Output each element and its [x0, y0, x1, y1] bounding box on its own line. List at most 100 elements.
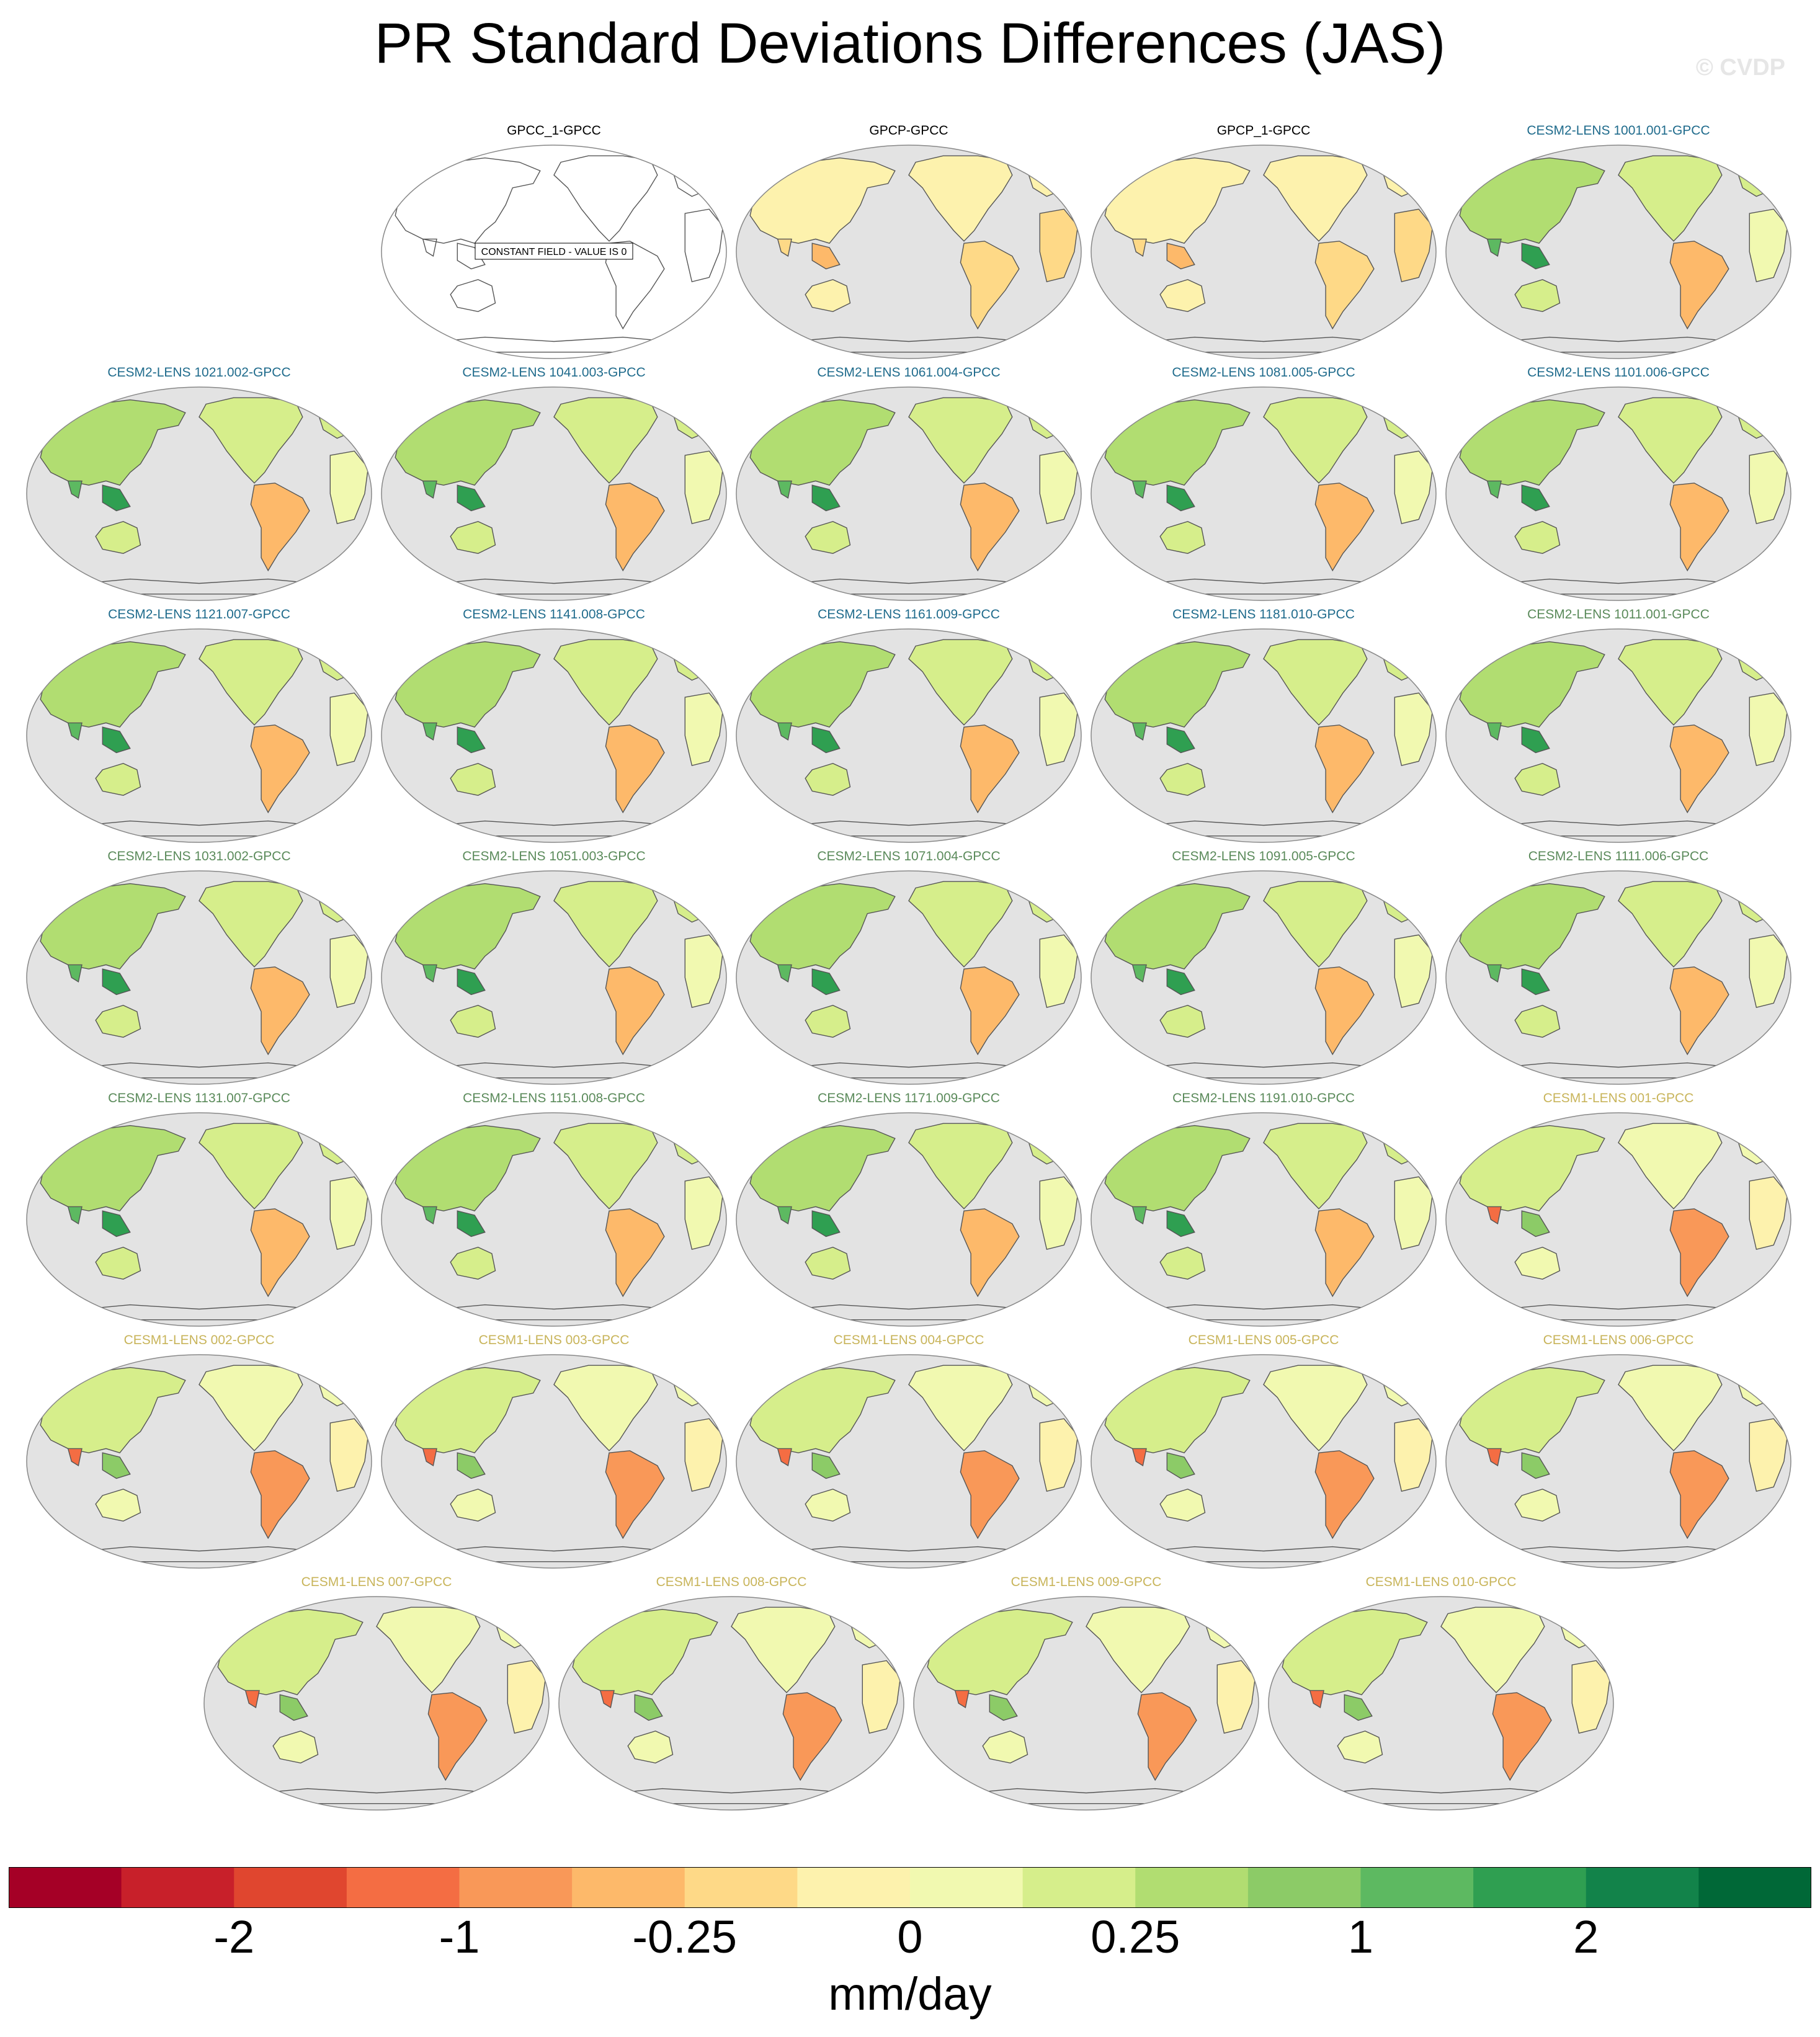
land-samerica: [250, 1208, 310, 1298]
land-greenland: [1011, 393, 1037, 409]
map-panel: CESM2-LENS 1011.001-GPCC: [1442, 605, 1795, 847]
land-asia: [749, 1125, 896, 1212]
land-india: [1486, 964, 1502, 983]
land-asia: [40, 883, 186, 970]
world-map: [736, 870, 1082, 1085]
panel-title: CESM2-LENS 1021.002-GPCC: [107, 365, 291, 380]
land-australia: [982, 1730, 1028, 1764]
land-asia: [1104, 1125, 1251, 1212]
land-seasia: [811, 726, 841, 754]
land-greenland: [1721, 393, 1747, 409]
land-namerica: [199, 881, 303, 968]
land-asia: [395, 157, 541, 244]
land-africa: [1039, 450, 1079, 525]
land-australia: [95, 520, 141, 555]
land-seasia: [634, 1694, 663, 1721]
land-india: [422, 964, 437, 983]
colorbar-segment: [1247, 1867, 1362, 1908]
land-india: [1486, 238, 1502, 257]
map-outline: [1091, 1112, 1437, 1327]
land-namerica: [1263, 881, 1368, 968]
constant-field-note: CONSTANT FIELD - VALUE IS 0: [481, 247, 627, 257]
panel-title: GPCP-GPCC: [869, 123, 948, 138]
world-map: [1091, 145, 1437, 359]
map-panel: CESM2-LENS 1131.007-GPCC: [22, 1089, 376, 1331]
land-samerica: [960, 1208, 1020, 1298]
land-namerica: [553, 155, 658, 242]
land-samerica: [605, 966, 665, 1056]
land-asia: [395, 1366, 541, 1454]
land-greenland: [656, 635, 682, 651]
land-samerica: [960, 966, 1020, 1056]
land-samerica: [960, 241, 1020, 330]
land-australia: [1337, 1730, 1383, 1764]
panel-title: CESM1-LENS 003-GPCC: [478, 1333, 630, 1347]
map-panel: CESM2-LENS 1171.009-GPCC: [732, 1089, 1086, 1331]
land-asia: [1104, 883, 1251, 970]
land-india: [1131, 1448, 1147, 1467]
panel-title: CESM1-LENS 002-GPCC: [123, 1333, 275, 1347]
world-map: [736, 1354, 1082, 1569]
land-seasia: [1166, 726, 1195, 754]
world-map: [381, 870, 727, 1085]
land-namerica: [908, 881, 1013, 968]
land-australia: [805, 1488, 851, 1522]
land-australia: [1514, 762, 1561, 796]
colorbar-tick-label: -2: [213, 1911, 255, 1963]
land-samerica: [960, 483, 1020, 572]
colorbar-segment: [797, 1867, 911, 1908]
land-asia: [1104, 1366, 1251, 1454]
map-outline: [736, 1112, 1082, 1327]
land-africa: [1039, 208, 1079, 283]
world-map: [1445, 145, 1791, 359]
land-greenland: [1721, 1118, 1747, 1135]
land-namerica: [553, 1365, 658, 1451]
world-map: [381, 1112, 727, 1327]
map-outline: [381, 386, 727, 601]
land-greenland: [301, 635, 328, 651]
world-map: [1091, 870, 1437, 1085]
panel-title: CESM2-LENS 1111.006-GPCC: [1528, 849, 1709, 863]
land-seasia: [457, 968, 486, 996]
panel-title: CESM2-LENS 1181.010-GPCC: [1172, 607, 1355, 622]
land-namerica: [908, 1365, 1013, 1451]
land-seasia: [811, 243, 841, 270]
world-map: [381, 628, 727, 843]
world-map: CONSTANT FIELD - VALUE IS 0: [381, 145, 727, 359]
land-africa: [1394, 450, 1434, 525]
colorbar-segment: [1360, 1867, 1474, 1908]
world-map: [736, 145, 1082, 359]
map-panel: CESM1-LENS 010-GPCC: [1264, 1573, 1618, 1815]
land-india: [422, 722, 437, 741]
land-africa: [684, 208, 724, 283]
land-india: [1131, 480, 1147, 499]
map-outline: [1091, 145, 1437, 359]
colorbar-segment: [1473, 1867, 1587, 1908]
land-greenland: [1366, 635, 1392, 651]
land-india: [67, 1448, 83, 1467]
panel-title: CESM2-LENS 1051.003-GPCC: [462, 849, 646, 863]
land-africa: [1039, 1418, 1079, 1492]
map-outline: [736, 145, 1082, 359]
land-greenland: [1366, 1118, 1392, 1135]
land-india: [777, 964, 792, 983]
panel-title: CESM1-LENS 007-GPCC: [301, 1575, 452, 1589]
panel-title: CESM2-LENS 1141.008-GPCC: [463, 607, 645, 622]
land-namerica: [1263, 1123, 1368, 1210]
map-panel: CESM2-LENS 1181.010-GPCC: [1087, 605, 1440, 847]
land-india: [1486, 722, 1502, 741]
land-greenland: [1721, 635, 1747, 651]
colorbar-segment: [684, 1867, 798, 1908]
panel-title: CESM2-LENS 1061.004-GPCC: [817, 365, 1001, 380]
panel-title: CESM1-LENS 006-GPCC: [1543, 1333, 1694, 1347]
land-greenland: [1011, 151, 1037, 167]
land-samerica: [1314, 241, 1375, 330]
map-outline: [913, 1596, 1259, 1811]
land-africa: [684, 450, 724, 525]
land-greenland: [301, 1118, 328, 1135]
map-outline: [26, 870, 372, 1085]
land-samerica: [1137, 1692, 1197, 1781]
land-africa: [1749, 1418, 1788, 1492]
map-panel: CESM2-LENS 1071.004-GPCC: [732, 847, 1086, 1089]
land-australia: [1514, 520, 1561, 555]
